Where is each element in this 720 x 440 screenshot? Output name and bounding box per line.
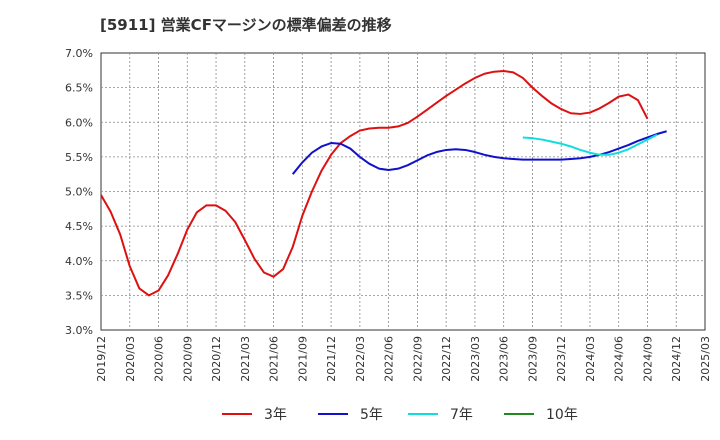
axis-layer: 3.0% 3.5% 4.0% 4.5% 5.0% 5.5% 6.0% 6.5% 7.0% 2019… [65,47,712,382]
x-tick-label: 2024/12 [670,336,683,382]
legend-label: 3年 [264,407,287,423]
y-tick-label: 7.0% [65,47,93,60]
x-tick-label: 2023/12 [555,336,568,382]
x-tick-label: 2023/09 [526,336,539,382]
x-tick-label: 2021/09 [296,336,309,382]
x-tick-label: 2022/03 [354,336,367,382]
x-tick-label: 2020/06 [153,336,166,382]
x-tick-label: 2023/03 [469,336,482,382]
y-tick-label: 6.0% [65,116,93,129]
legend-label: 10年 [546,407,578,423]
chart-title: [5911] 営業CFマージンの標準偏差の推移 [100,16,392,34]
x-tick-label: 2021/12 [325,336,338,382]
y-tick-label: 5.5% [65,151,93,164]
x-tick-label: 2019/12 [95,336,108,382]
y-tick-label: 3.0% [65,324,93,337]
x-tick-label: 2022/06 [383,336,396,382]
x-tick-label: 2021/06 [268,336,281,382]
series-line [100,70,649,297]
series-line [291,130,667,175]
x-tick-label: 2022/12 [440,336,453,382]
x-tick-label: 2020/12 [210,336,223,382]
y-tick-label: 5.0% [65,186,93,199]
series-layer [100,70,667,297]
x-tick-label: 2021/03 [239,336,252,382]
legend-layer: 3年 5年 7年 10年 [222,407,578,423]
legend-label: 7年 [450,407,473,423]
x-tick-label: 2023/06 [498,336,511,382]
y-tick-label: 4.5% [65,220,93,233]
x-tick-label: 2024/06 [613,336,626,382]
x-tick-label: 2025/03 [699,336,712,382]
legend-label: 5年 [360,407,383,423]
y-tick-label: 3.5% [65,289,93,302]
series-line [522,133,658,156]
grid-layer [101,53,705,330]
x-tick-label: 2020/03 [124,336,137,382]
x-tick-label: 2024/09 [641,336,654,382]
x-tick-label: 2022/09 [411,336,424,382]
y-tick-label: 4.0% [65,255,93,268]
x-tick-label: 2024/03 [584,336,597,382]
y-tick-label: 6.5% [65,82,93,95]
x-tick-label: 2020/09 [181,336,194,382]
